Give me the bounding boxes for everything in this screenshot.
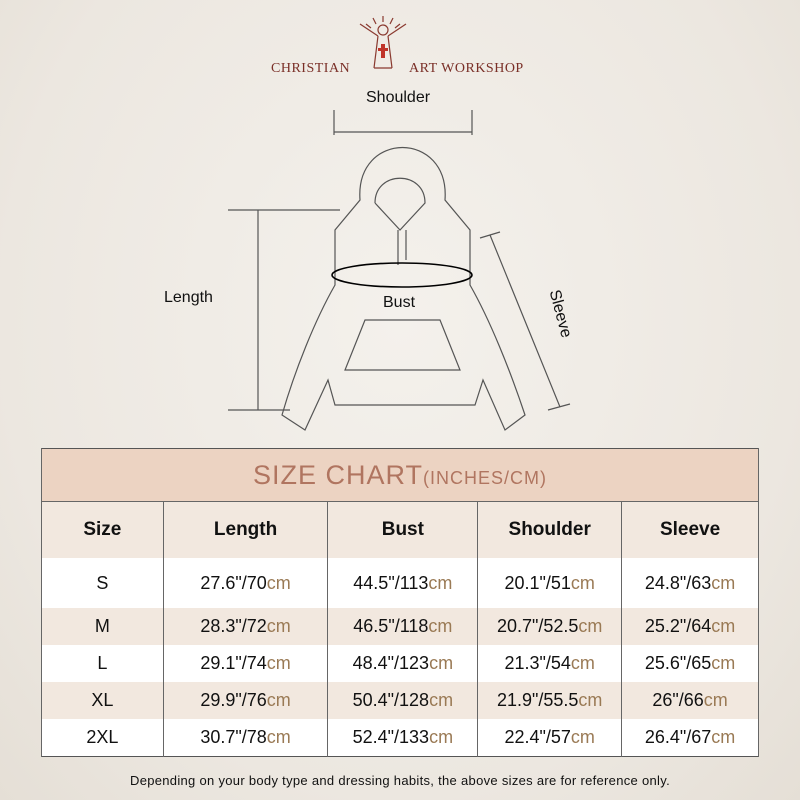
- jesus-figure-icon: [359, 16, 407, 69]
- cell-shoulder: 21.3"/54cm: [477, 645, 623, 682]
- table-row: L 29.1"/74cm 48.4"/123cm 21.3"/54cm 25.6"/65…: [41, 645, 759, 682]
- cell-size: XL: [41, 682, 164, 719]
- cell-length: 27.6"/70cm: [162, 558, 329, 608]
- cell-length: 29.1"/74cm: [162, 645, 329, 682]
- hoodie-outline-icon: [228, 110, 571, 431]
- cell-length: 28.3"/72cm: [162, 608, 329, 645]
- cell-sleeve: 25.2"/64cm: [621, 608, 759, 645]
- size-chart-table: SIZE CHART(INCHES/CM) Size Length Bust S…: [41, 448, 759, 757]
- bust-label: Bust: [383, 294, 416, 311]
- table-row: XL 29.9"/76cm 50.4"/128cm 21.9"/55.5cm 26"/6…: [41, 682, 759, 719]
- shoulder-label: Shoulder: [366, 89, 431, 106]
- cell-bust: 48.4"/123cm: [327, 645, 479, 682]
- cell-bust: 50.4"/128cm: [327, 682, 479, 719]
- hoodie-measurement-diagram: Shoulder Length Bust Sleeve: [0, 80, 800, 440]
- cell-size: M: [41, 608, 164, 645]
- cell-size: 2XL: [41, 719, 164, 757]
- table-row: 2XL 30.7"/78cm 52.4"/133cm 22.4"/57cm 26.4"/…: [41, 719, 759, 757]
- cell-length: 30.7"/78cm: [162, 719, 329, 757]
- cell-shoulder: 22.4"/57cm: [477, 719, 623, 757]
- header-length: Length: [162, 501, 329, 558]
- table-row: S 27.6"/70cm 44.5"/113cm 20.1"/51cm 24.8"/63…: [41, 558, 759, 608]
- disclaimer-note: Depending on your body type and dressing…: [130, 773, 670, 788]
- cell-shoulder: 20.1"/51cm: [477, 558, 623, 608]
- cell-sleeve: 26"/66cm: [621, 682, 759, 719]
- cell-shoulder: 20.7"/52.5cm: [477, 608, 623, 645]
- table-header-row: Size Length Bust Shoulder Sleeve: [41, 501, 759, 558]
- header-bust: Bust: [327, 501, 479, 558]
- brand-name-right: ART WORKSHOP: [409, 61, 524, 76]
- cell-bust: 46.5"/118cm: [327, 608, 479, 645]
- table-row: M 28.3"/72cm 46.5"/118cm 20.7"/52.5cm 25.2"/…: [41, 608, 759, 645]
- cell-length: 29.9"/76cm: [162, 682, 329, 719]
- cell-sleeve: 25.6"/65cm: [621, 645, 759, 682]
- cell-size: L: [41, 645, 164, 682]
- cell-sleeve: 26.4"/67cm: [621, 719, 759, 757]
- cell-bust: 52.4"/133cm: [327, 719, 479, 757]
- cell-sleeve: 24.8"/63cm: [621, 558, 759, 608]
- header-size: Size: [41, 501, 164, 558]
- cell-size: S: [41, 558, 164, 608]
- brand-name-left: CHRISTIAN: [271, 61, 351, 76]
- header-sleeve: Sleeve: [621, 501, 759, 558]
- header-shoulder: Shoulder: [477, 501, 623, 558]
- table-title: SIZE CHART(INCHES/CM): [41, 448, 759, 502]
- cell-shoulder: 21.9"/55.5cm: [477, 682, 623, 719]
- brand-logo: CHRISTIAN ART WORKSHOP: [0, 12, 800, 76]
- length-label: Length: [164, 289, 213, 306]
- cell-bust: 44.5"/113cm: [327, 558, 479, 608]
